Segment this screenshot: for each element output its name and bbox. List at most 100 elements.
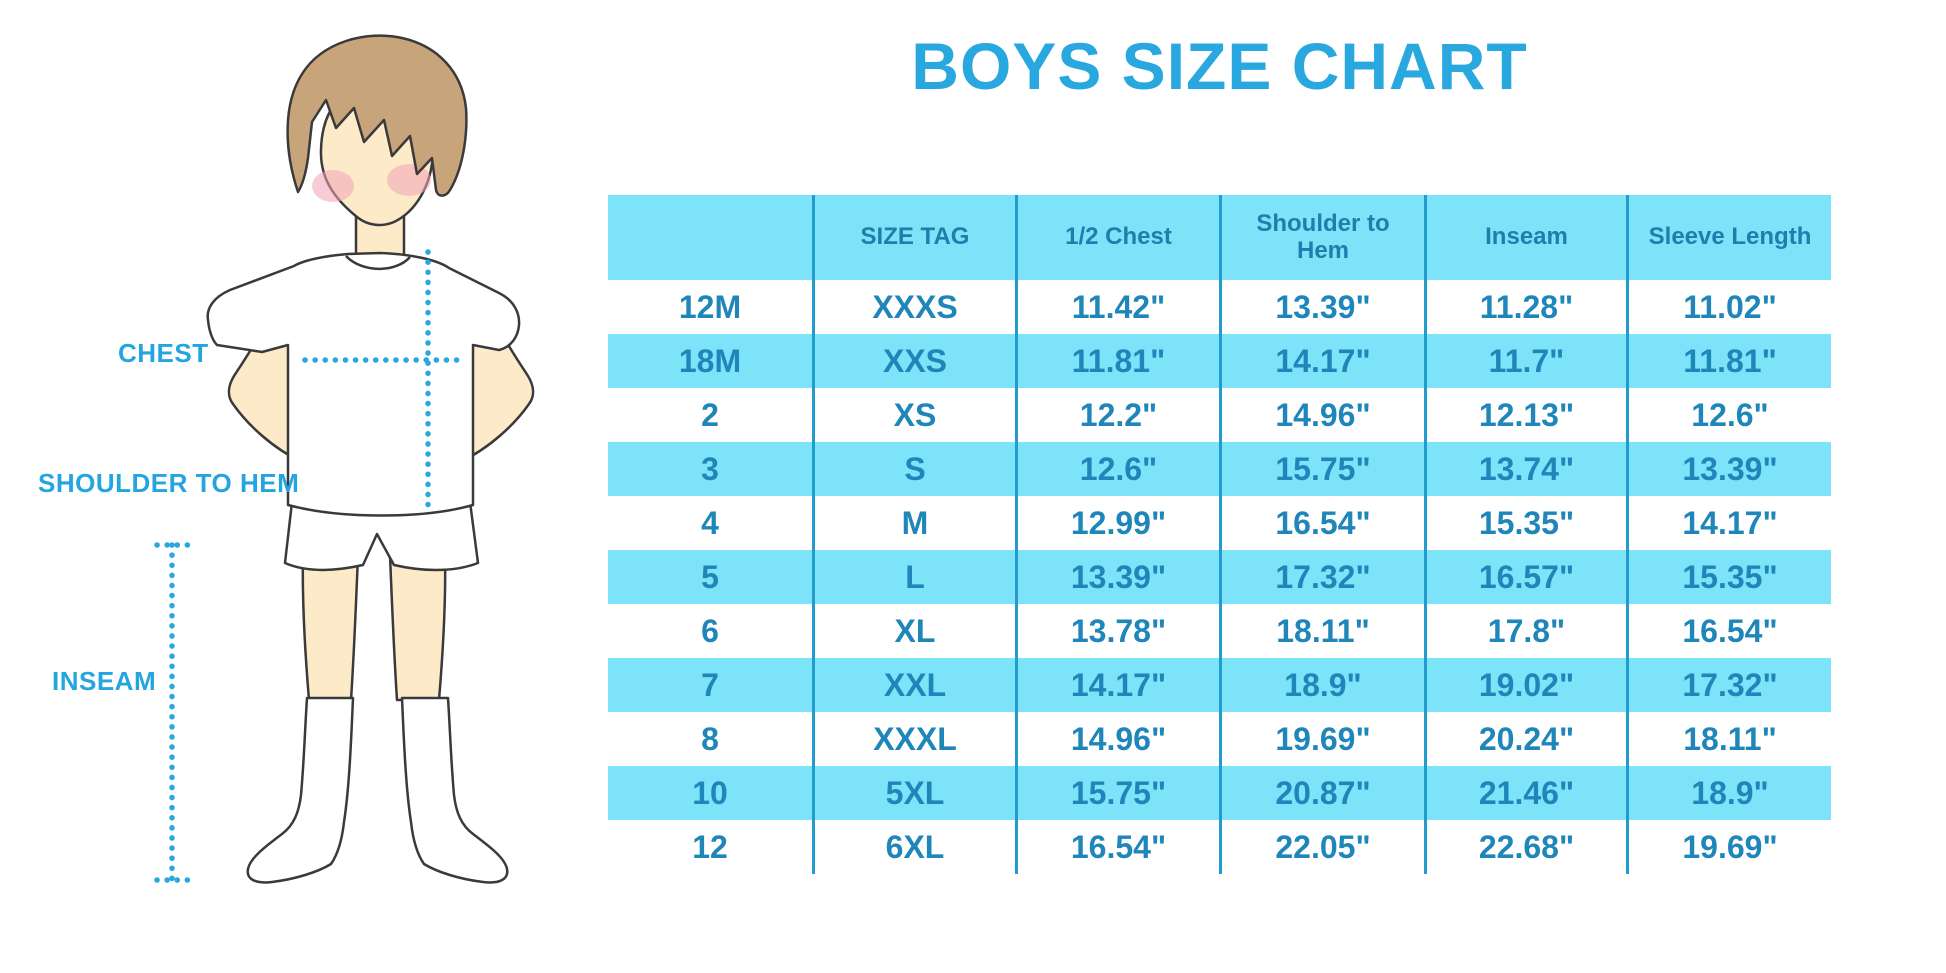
value-cell: 18.9": [1219, 658, 1424, 712]
size-cell: 18M: [678, 342, 742, 379]
shirt-collar: [345, 255, 411, 271]
table-row: 8 XXXL 14.96" 19.69" 20.24" 18.11": [608, 712, 1831, 766]
size-cell: 8: [701, 720, 719, 757]
value-cell: XXL: [812, 658, 1015, 712]
shoulder-to-hem-label: SHOULDER TO HEM: [38, 468, 300, 498]
value-cell: 16.57": [1424, 550, 1626, 604]
page-title: BOYS SIZE CHART: [911, 29, 1528, 103]
value-cell: 13.39": [1015, 550, 1219, 604]
value-cell: 15.35": [1626, 550, 1831, 604]
value-cell: 14.96": [1015, 712, 1219, 766]
header-cell: Sleeve Length: [1626, 195, 1831, 280]
value-cell: 15.75": [1015, 766, 1219, 820]
table-row: 5 L 13.39" 17.32" 16.57" 15.35": [608, 550, 1831, 604]
header-cell: [608, 195, 812, 280]
table-row: 10 5XL 15.75" 20.87" 21.46" 18.9": [608, 766, 1831, 820]
size-cell: 3: [701, 450, 719, 487]
hair: [286, 34, 468, 197]
left-leg: [301, 553, 360, 702]
value-cell: 18.9": [1626, 766, 1831, 820]
value-cell: L: [812, 550, 1015, 604]
boy-illustration: [154, 34, 535, 884]
value-cell: XS: [812, 388, 1015, 442]
shirt: [206, 251, 521, 517]
value-cell: 13.39": [1219, 280, 1424, 334]
value-cell: 21.46": [1424, 766, 1626, 820]
size-cell: 7: [701, 666, 719, 703]
size-cell: 12: [692, 828, 728, 865]
value-cell: 17.8": [1424, 604, 1626, 658]
value-cell: 6XL: [812, 820, 1015, 874]
value-cell: 11.28": [1424, 280, 1626, 334]
table-row: 3 S 12.6" 15.75" 13.74" 13.39": [608, 442, 1831, 496]
value-cell: 16.54": [1015, 820, 1219, 874]
size-cell: 12M: [678, 288, 742, 325]
value-cell: 11.02": [1626, 280, 1831, 334]
value-cell: 17.32": [1219, 550, 1424, 604]
value-cell: 13.78": [1015, 604, 1219, 658]
header-cell: 1/2 Chest: [1015, 195, 1219, 280]
value-cell: 22.68": [1424, 820, 1626, 874]
value-cell: 14.17": [1015, 658, 1219, 712]
value-cell: 22.05": [1219, 820, 1424, 874]
left-blush: [312, 170, 354, 202]
value-cell: M: [812, 496, 1015, 550]
chest-label: CHEST: [118, 338, 209, 368]
header-cell: Inseam: [1424, 195, 1626, 280]
value-cell: 11.42": [1015, 280, 1219, 334]
size-cell: 4: [701, 504, 719, 541]
header-cell: SIZE TAG: [812, 195, 1015, 280]
value-cell: 15.75": [1219, 442, 1424, 496]
size-cell: 6: [701, 612, 719, 649]
right-sock: [400, 696, 509, 884]
size-cell: 10: [692, 774, 728, 811]
value-cell: 15.35": [1424, 496, 1626, 550]
table-row: 4 M 12.99" 16.54" 15.35" 14.17": [608, 496, 1831, 550]
value-cell: 11.81": [1626, 334, 1831, 388]
value-cell: 19.02": [1424, 658, 1626, 712]
inseam-label: INSEAM: [52, 666, 157, 696]
value-cell: 19.69": [1219, 712, 1424, 766]
value-cell: 11.7": [1424, 334, 1626, 388]
value-cell: 14.17": [1219, 334, 1424, 388]
value-cell: 13.74": [1424, 442, 1626, 496]
left-sock: [246, 696, 355, 884]
value-cell: 16.54": [1219, 496, 1424, 550]
right-leg: [388, 553, 447, 702]
value-cell: 17.32": [1626, 658, 1831, 712]
value-cell: 20.87": [1219, 766, 1424, 820]
value-cell: 12.13": [1424, 388, 1626, 442]
value-cell: XXXS: [812, 280, 1015, 334]
value-cell: 13.39": [1626, 442, 1831, 496]
value-cell: S: [812, 442, 1015, 496]
value-cell: 20.24": [1424, 712, 1626, 766]
table-header-row: SIZE TAG 1/2 Chest Shoulder to Hem Inseam Sl…: [608, 195, 1831, 280]
value-cell: 16.54": [1626, 604, 1831, 658]
table-row: 6 XL 13.78" 18.11" 17.8" 16.54": [608, 604, 1831, 658]
size-table-body: 12M XXXS 11.42" 13.39" 11.28" 11.02" 18M XXS 11.…: [608, 280, 1831, 874]
value-cell: 5XL: [812, 766, 1015, 820]
value-cell: XXS: [812, 334, 1015, 388]
size-cell: 5: [701, 558, 719, 595]
table-row: 7 XXL 14.17" 18.9" 19.02" 17.32": [608, 658, 1831, 712]
value-cell: XXXL: [812, 712, 1015, 766]
value-cell: 12.6": [1015, 442, 1219, 496]
size-cell: 2: [701, 396, 719, 433]
value-cell: 19.69": [1626, 820, 1831, 874]
value-cell: 12.2": [1015, 388, 1219, 442]
table-row: 18M XXS 11.81" 14.17" 11.7" 11.81": [608, 334, 1831, 388]
table-row: 12 6XL 16.54" 22.05" 22.68" 19.69": [608, 820, 1831, 874]
value-cell: 14.17": [1626, 496, 1831, 550]
value-cell: XL: [812, 604, 1015, 658]
value-cell: 12.6": [1626, 388, 1831, 442]
value-cell: 12.99": [1015, 496, 1219, 550]
value-cell: 18.11": [1219, 604, 1424, 658]
value-cell: 18.11": [1626, 712, 1831, 766]
table-row: 12M XXXS 11.42" 13.39" 11.28" 11.02": [608, 280, 1831, 334]
table-row: 2 XS 12.2" 14.96" 12.13" 12.6": [608, 388, 1831, 442]
value-cell: 14.96": [1219, 388, 1424, 442]
value-cell: 11.81": [1015, 334, 1219, 388]
right-blush: [387, 164, 431, 196]
header-cell: Shoulder to Hem: [1219, 195, 1424, 280]
